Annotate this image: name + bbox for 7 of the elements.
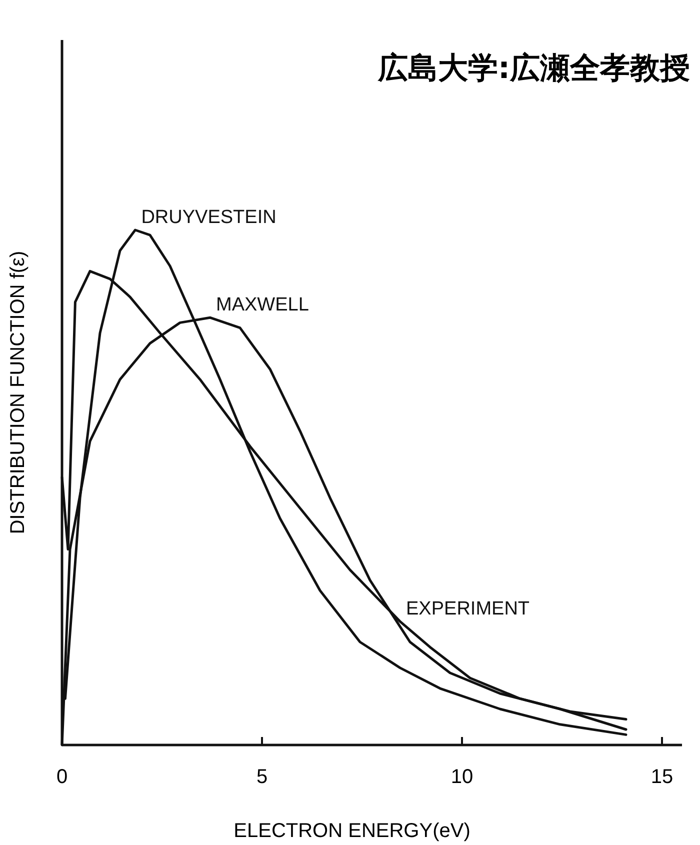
text: 広島大学:広瀬全孝教授 [377, 51, 690, 86]
y-axis-title: DISTRIBUTION FUNCTION f(ε) [7, 250, 29, 534]
x-axis-title: ELECTRON ENERGY(eV) [234, 820, 470, 842]
x-tick-label: 5 [256, 766, 268, 788]
x-tick-label: 0 [56, 766, 68, 788]
x-tick-label: 15 [650, 766, 674, 788]
x-tick-label: 10 [450, 766, 474, 788]
